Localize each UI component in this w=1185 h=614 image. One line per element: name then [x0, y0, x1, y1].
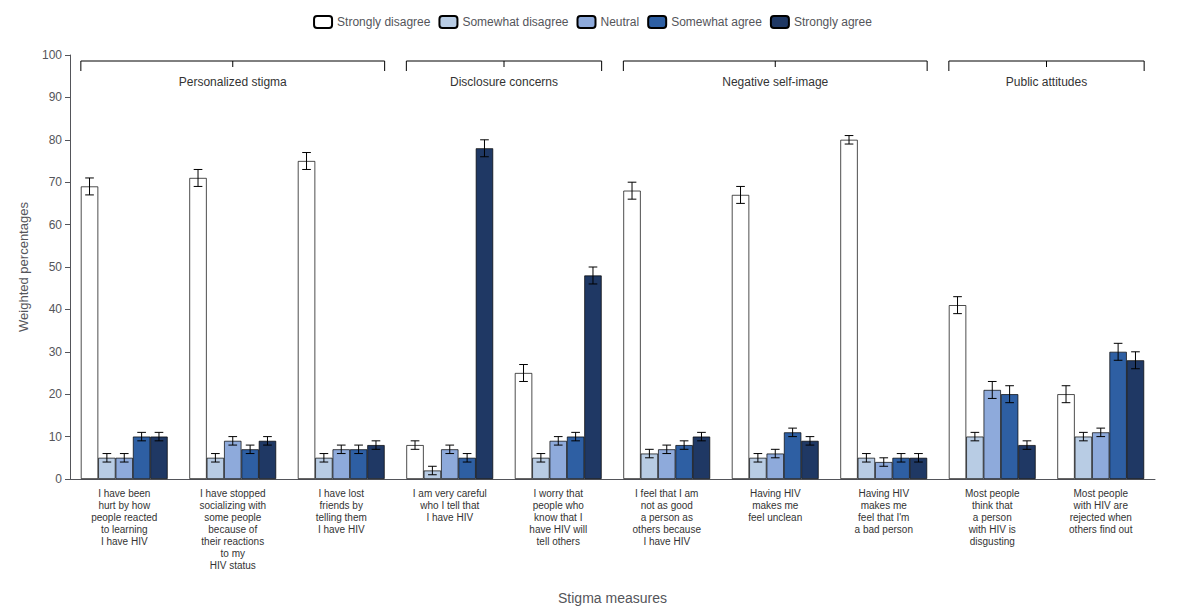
svg-text:others find out: others find out — [1069, 524, 1133, 535]
svg-text:to learning: to learning — [101, 524, 148, 535]
svg-text:Having HIV: Having HIV — [858, 488, 909, 499]
svg-text:know that I: know that I — [534, 512, 582, 523]
svg-text:people who: people who — [533, 500, 585, 511]
svg-text:I have stopped: I have stopped — [200, 488, 266, 499]
svg-text:I have HIV: I have HIV — [318, 524, 365, 535]
svg-text:Somewhat agree: Somewhat agree — [671, 15, 762, 29]
svg-text:I have HIV: I have HIV — [101, 536, 148, 547]
svg-text:Personalized stigma: Personalized stigma — [179, 75, 287, 89]
svg-text:I worry that: I worry that — [534, 488, 584, 499]
svg-text:not as good: not as good — [641, 500, 693, 511]
svg-text:100: 100 — [42, 48, 62, 62]
svg-text:Weighted percentages: Weighted percentages — [16, 202, 31, 332]
svg-text:70: 70 — [49, 175, 63, 189]
svg-text:Having HIV: Having HIV — [750, 488, 801, 499]
svg-text:disgusting: disgusting — [970, 536, 1015, 547]
svg-text:Strongly disagree: Strongly disagree — [337, 15, 431, 29]
svg-text:Stigma measures: Stigma measures — [558, 590, 667, 606]
svg-text:a person: a person — [973, 512, 1012, 523]
svg-text:50: 50 — [49, 260, 63, 274]
svg-text:their reactions: their reactions — [201, 536, 264, 547]
svg-text:Public attitudes: Public attitudes — [1006, 75, 1087, 89]
svg-text:0: 0 — [55, 472, 62, 486]
svg-text:with HIV are: with HIV are — [1073, 500, 1129, 511]
svg-text:I have HIV: I have HIV — [643, 536, 690, 547]
svg-text:who I tell that: who I tell that — [419, 500, 479, 511]
svg-text:tell others: tell others — [537, 536, 580, 547]
svg-text:makes me: makes me — [752, 500, 799, 511]
svg-text:feel that I'm: feel that I'm — [858, 512, 909, 523]
svg-text:90: 90 — [49, 90, 63, 104]
svg-text:80: 80 — [49, 133, 63, 147]
svg-text:think that: think that — [972, 500, 1013, 511]
svg-text:makes me: makes me — [861, 500, 908, 511]
svg-text:30: 30 — [49, 345, 63, 359]
svg-text:I have lost: I have lost — [318, 488, 364, 499]
svg-text:with HIV is: with HIV is — [968, 524, 1016, 535]
svg-text:Negative self-image: Negative self-image — [722, 75, 828, 89]
svg-text:some people: some people — [204, 512, 262, 523]
svg-text:others because: others because — [633, 524, 702, 535]
svg-text:I am very careful: I am very careful — [413, 488, 487, 499]
svg-text:have HIV will: have HIV will — [529, 524, 587, 535]
svg-text:hurt by how: hurt by how — [98, 500, 150, 511]
svg-text:HIV status: HIV status — [210, 560, 256, 571]
svg-text:I have HIV: I have HIV — [426, 512, 473, 523]
svg-text:socializing with: socializing with — [199, 500, 266, 511]
svg-text:friends by: friends by — [320, 500, 363, 511]
svg-text:I feel that I am: I feel that I am — [635, 488, 698, 499]
svg-text:20: 20 — [49, 387, 63, 401]
svg-text:feel unclean: feel unclean — [748, 512, 802, 523]
svg-text:a bad person: a bad person — [855, 524, 913, 535]
svg-text:10: 10 — [49, 430, 63, 444]
svg-text:a person as: a person as — [641, 512, 693, 523]
svg-text:because of: because of — [208, 524, 257, 535]
svg-text:Most people: Most people — [1074, 488, 1129, 499]
svg-text:telling them: telling them — [316, 512, 367, 523]
svg-text:Strongly agree: Strongly agree — [794, 15, 872, 29]
svg-text:to my: to my — [221, 548, 245, 559]
svg-text:Disclosure concerns: Disclosure concerns — [450, 75, 558, 89]
svg-text:40: 40 — [49, 302, 63, 316]
svg-text:Somewhat disagree: Somewhat disagree — [462, 15, 568, 29]
svg-text:rejected when: rejected when — [1070, 512, 1132, 523]
svg-text:people reacted: people reacted — [91, 512, 157, 523]
svg-text:I have been: I have been — [98, 488, 150, 499]
svg-text:60: 60 — [49, 218, 63, 232]
svg-text:Neutral: Neutral — [600, 15, 639, 29]
svg-text:Most people: Most people — [965, 488, 1020, 499]
